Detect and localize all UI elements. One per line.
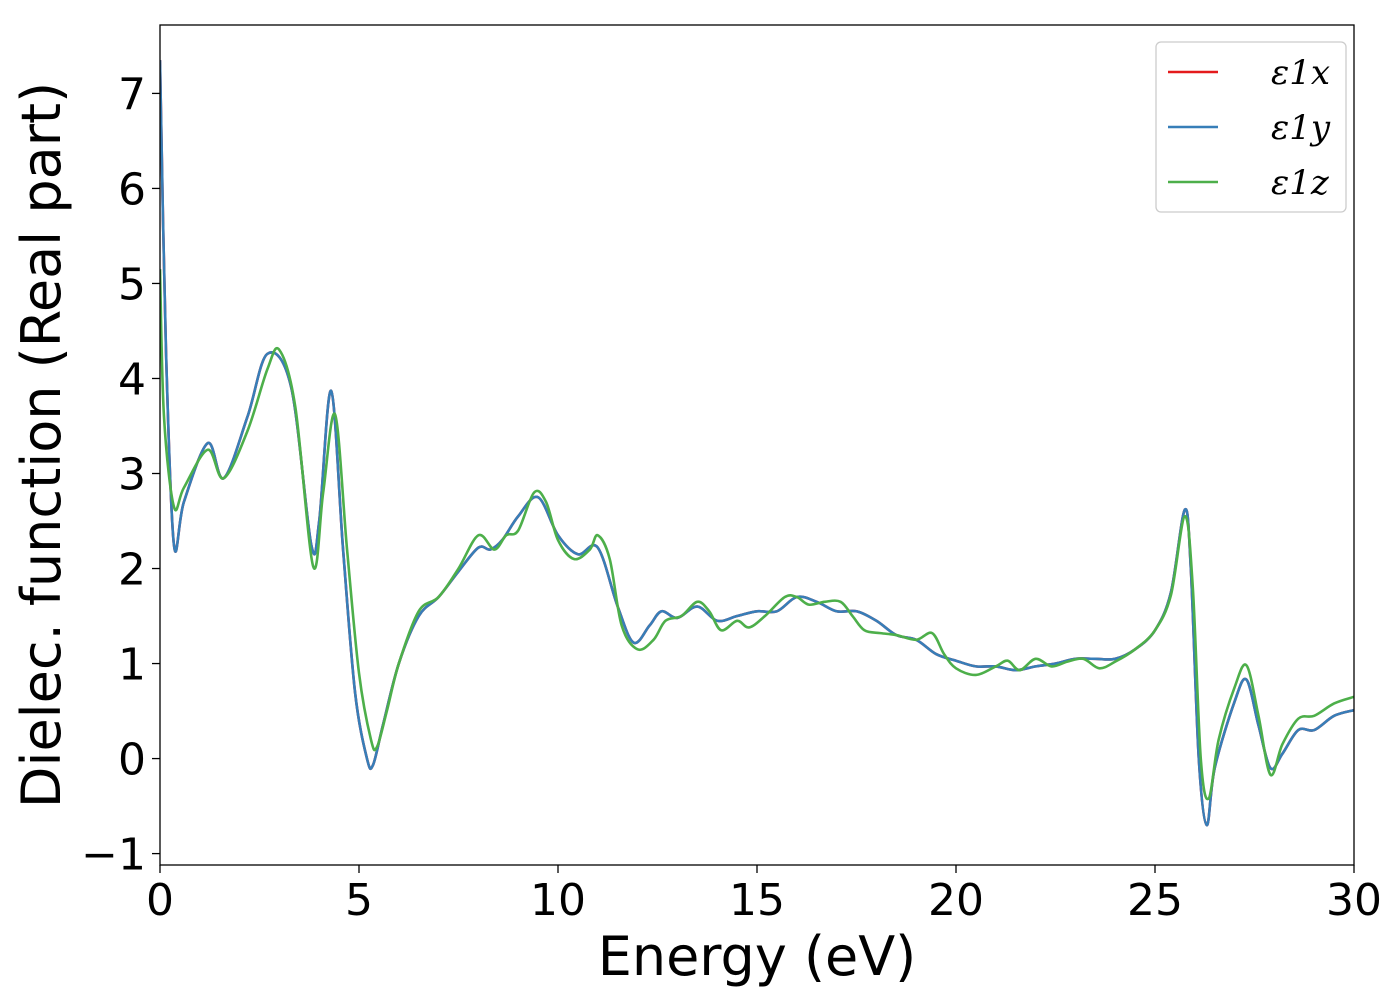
y-tick-label: 7 bbox=[118, 69, 146, 120]
y-tick-label: 4 bbox=[118, 354, 146, 405]
legend-label: ε1z bbox=[1271, 163, 1330, 203]
y-tick-label: 3 bbox=[118, 450, 146, 501]
y-axis-label: Dielec. function (Real part) bbox=[10, 82, 73, 808]
x-tick-label: 30 bbox=[1326, 875, 1382, 926]
x-axis: 0 5 10 15 20 25 30 bbox=[146, 865, 1382, 926]
x-tick-label: 10 bbox=[530, 875, 586, 926]
legend: ε1x ε1y ε1z bbox=[1155, 41, 1347, 213]
x-tick-label: 15 bbox=[729, 875, 785, 926]
y-tick-label: 1 bbox=[118, 640, 146, 691]
series-lines bbox=[160, 60, 1354, 827]
legend-box bbox=[1155, 41, 1347, 213]
legend-label: ε1x bbox=[1271, 53, 1330, 93]
series-line-3 bbox=[160, 269, 1354, 801]
y-tick-label: 6 bbox=[118, 164, 146, 215]
y-tick-label: 2 bbox=[118, 545, 146, 596]
x-tick-label: 20 bbox=[928, 875, 984, 926]
x-axis-label: Energy (eV) bbox=[598, 925, 917, 988]
legend-label: ε1y bbox=[1271, 108, 1331, 148]
y-tick-label: 5 bbox=[118, 259, 146, 310]
y-tick-label: −1 bbox=[81, 830, 146, 881]
y-tick-label: 0 bbox=[118, 735, 146, 786]
x-tick-label: 25 bbox=[1127, 875, 1183, 926]
x-tick-label: 5 bbox=[345, 875, 373, 926]
x-tick-label: 0 bbox=[146, 875, 174, 926]
y-axis: −1 0 1 2 3 4 5 6 7 bbox=[81, 69, 160, 881]
